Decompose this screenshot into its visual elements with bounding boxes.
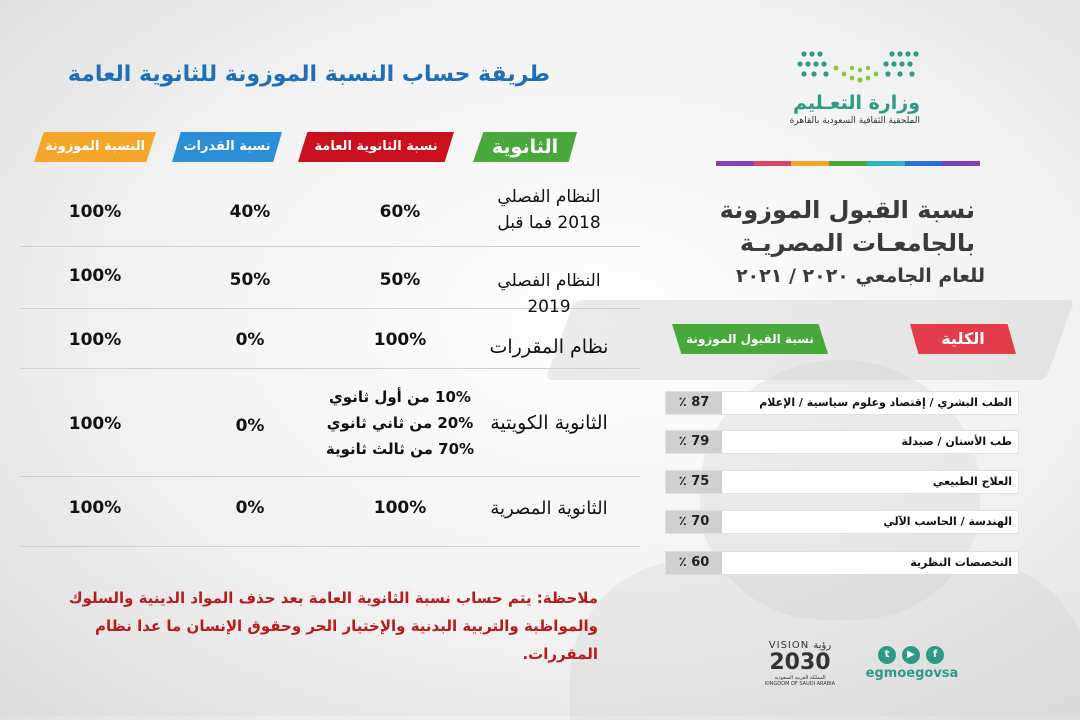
rate-value: 70 ٪ xyxy=(678,514,710,529)
color-segment xyxy=(942,161,981,166)
accent-color-bar xyxy=(716,161,981,166)
college-row: 79 ٪ طب الأسنان / صيدلة xyxy=(666,431,1018,453)
note-line: والمواظبة والتربية البدنية والإختيار الح… xyxy=(95,617,598,663)
facebook-icon[interactable]: f xyxy=(926,646,944,664)
general-pct-breakdown: 10% من أول ثانوي 20% من ثاني ثانوي 70% م… xyxy=(310,384,490,462)
rate-box: 70 ٪ xyxy=(666,511,722,533)
right-title: بالجامعـات المصريـة xyxy=(739,229,975,257)
youtube-icon[interactable]: ▶ xyxy=(902,646,920,664)
general-pct-cell: 60% xyxy=(379,202,421,222)
header-general-pct: نسبة الثانوية العامة xyxy=(298,132,454,162)
ministry-name: وزارة التعـليم xyxy=(792,92,920,114)
table-row: الثانوية الكويتية 10% من أول ثانوي 20% م… xyxy=(20,368,640,477)
system-cell: النظام الفصلي 2018 فما قبل xyxy=(474,184,624,236)
college-row: 60 ٪ التخصصات النظرية xyxy=(666,552,1018,574)
vision-2030-logo: VISION رؤية 2030 المملكة العربية السعودي… xyxy=(762,640,838,688)
weighted-pct-cell: 100% xyxy=(68,330,122,350)
color-segment xyxy=(866,161,905,166)
aptitude-pct-cell: 0% xyxy=(235,416,265,436)
general-pct-cell: 100% xyxy=(373,330,427,350)
aptitude-pct-cell: 0% xyxy=(235,498,265,518)
vision-kingdom: المملكة العربية السعودية KINGDOM OF SAUD… xyxy=(764,675,836,687)
color-segment xyxy=(753,161,792,166)
general-pct-cell: 100% xyxy=(373,498,427,518)
college-name: العلاج الطبيعي xyxy=(932,475,1012,488)
rate-value: 87 ٪ xyxy=(678,395,710,410)
breakdown-line: 70% من ثالث ثانوية xyxy=(325,440,475,458)
header-college: الكلية xyxy=(910,324,1016,354)
aptitude-pct-cell: 50% xyxy=(229,270,271,290)
rate-box: 87 ٪ xyxy=(666,392,722,414)
header-secondary: الثانوية xyxy=(473,132,577,162)
academic-year: للعام الجامعي ٢٠٢٠ / ٢٠٢١ xyxy=(735,265,985,287)
general-pct-cell: 50% xyxy=(379,270,421,290)
system-line: 2018 فما قبل xyxy=(497,213,601,233)
watermark-body xyxy=(570,560,1080,720)
table-row: النظام الفصلي 2019 50% 50% 100% xyxy=(20,246,640,317)
ministry-logo-icon xyxy=(797,51,919,83)
header-weighted-pct: النسبة الموزونة xyxy=(34,132,156,162)
rate-value: 75 ٪ xyxy=(678,474,710,489)
college-name: طب الأسنان / صيدلة xyxy=(901,435,1012,448)
breakdown-line: 20% من ثاني ثانوي xyxy=(326,414,474,432)
college-row: 70 ٪ الهندسة / الحاسب الآلي xyxy=(666,511,1018,533)
page-title: طريقة حساب النسبة الموزونة للثانوية العا… xyxy=(67,62,550,87)
rate-value: 79 ٪ xyxy=(678,434,710,449)
color-segment xyxy=(829,161,867,166)
breakdown-line: 10% من أول ثانوي xyxy=(329,388,471,406)
vision-year: 2030 xyxy=(769,650,831,675)
weighted-pct-cell: 100% xyxy=(68,266,122,286)
system-cell: النظام الفصلي 2019 xyxy=(497,271,601,317)
header-admission-rate: نسبة القبول الموزونة xyxy=(672,324,828,354)
college-row: 87 ٪ الطب البشري / إقتصاد وعلوم سياسية /… xyxy=(666,392,1018,414)
table-row: الثانوية المصرية 100% 0% 100% xyxy=(20,476,640,547)
vision-label: VISION رؤية xyxy=(768,640,832,651)
system-cell: الثانوية الكويتية xyxy=(490,412,608,434)
weighted-pct-cell: 100% xyxy=(68,498,122,518)
color-segment xyxy=(904,161,943,166)
social-icons: t ▶ f xyxy=(876,646,946,666)
rate-value: 60 ٪ xyxy=(678,555,710,570)
weighted-pct-cell: 100% xyxy=(68,414,122,434)
note: ملاحظة: يتم حساب نسبة الثانوية العامة بع… xyxy=(30,584,598,668)
college-row: 75 ٪ العلاج الطبيعي xyxy=(666,471,1018,493)
note-line: ملاحظة: يتم حساب نسبة الثانوية العامة بع… xyxy=(68,589,598,607)
header-aptitude-pct: نسبة القدرات xyxy=(172,132,282,162)
table-row: نظام المقررات 100% 0% 100% xyxy=(20,308,640,369)
color-segment xyxy=(791,161,830,166)
system-cell: الثانوية المصرية xyxy=(490,498,608,519)
rate-box: 60 ٪ xyxy=(666,552,722,574)
color-segment xyxy=(716,161,754,166)
right-title: نسبة القبول الموزونة xyxy=(719,196,975,224)
ministry-subtitle: الملحقية الثقافية السعودية بالقاهرة xyxy=(789,116,920,126)
system-line: النظام الفصلي xyxy=(497,187,601,207)
college-name: التخصصات النظرية xyxy=(910,556,1012,569)
table-row: النظام الفصلي 2018 فما قبل 60% 40% 100% xyxy=(20,178,640,247)
rate-box: 79 ٪ xyxy=(666,431,722,453)
college-name: الطب البشري / إقتصاد وعلوم سياسية / الإع… xyxy=(759,396,1012,409)
rate-box: 75 ٪ xyxy=(666,471,722,493)
weighted-pct-cell: 100% xyxy=(68,202,122,222)
system-cell: نظام المقررات xyxy=(489,336,609,358)
social-handle: egmoegovsa xyxy=(865,666,959,681)
aptitude-pct-cell: 40% xyxy=(229,202,271,222)
college-name: الهندسة / الحاسب الآلي xyxy=(883,515,1012,528)
aptitude-pct-cell: 0% xyxy=(235,330,265,350)
twitter-icon[interactable]: t xyxy=(878,646,896,664)
